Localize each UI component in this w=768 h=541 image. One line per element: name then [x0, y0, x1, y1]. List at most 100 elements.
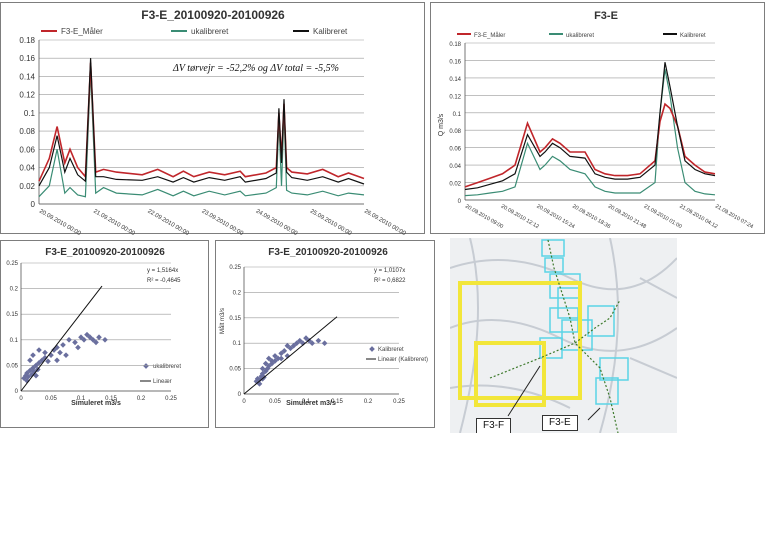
- x-tick-label: 20.09.2010 18:36: [571, 204, 611, 231]
- legend-scatter: Kalibreret: [378, 347, 404, 353]
- chart-title: F3-E_20100920-20100926: [45, 247, 165, 258]
- scatter-point: [33, 372, 39, 379]
- x-tick-label: 20.09.2010 09:00: [464, 204, 504, 231]
- legend-uncalibrated: ukalibreret: [191, 27, 229, 36]
- y-tick-label: 0.1: [233, 341, 242, 347]
- chart-title: F3-E: [594, 10, 618, 22]
- x-tick-label: 0: [242, 399, 246, 405]
- y-tick-label: 0.04: [19, 164, 35, 173]
- x-tick-label: 23.09.2010 00:00: [201, 209, 245, 235]
- y-tick-label: 0.05: [6, 363, 18, 369]
- catchment-boxes: [539, 239, 629, 405]
- y-tick-label: 0.2: [10, 287, 19, 293]
- scatter-point: [81, 336, 87, 343]
- y-tick-label: 0.14: [19, 72, 35, 81]
- x-tick-label: 21.09.2010 07:24: [714, 204, 754, 231]
- y-tick-label: 0.04: [449, 164, 461, 170]
- scatter-point: [66, 336, 72, 343]
- x-tick-label: 26.09.2010 00:00: [363, 209, 407, 235]
- x-tick-label: 0.05: [269, 399, 281, 405]
- y-tick-label: 0.08: [449, 129, 461, 135]
- y-tick-label: 0.15: [229, 316, 241, 322]
- x-tick-label: 0: [19, 396, 23, 402]
- series-line-uncalibrated: [38, 71, 365, 198]
- series-line-measured: [464, 102, 716, 188]
- timeseries-plot-main: F3-E_20100920-20100926 F3-E_Måler ukalib…: [19, 8, 407, 235]
- volume-annotation: ΔV tørvejr = -52,2% og ΔV total = -5,5%: [172, 63, 339, 74]
- scatter-point: [281, 347, 288, 354]
- chart-title: F3-E_20100920-20100926: [141, 8, 285, 22]
- scatter-point: [102, 336, 108, 343]
- y-tick-label: 0.16: [19, 54, 35, 63]
- scatter-point: [30, 352, 36, 358]
- legend-measured: F3-E_Måler: [474, 32, 505, 39]
- scatter-point: [60, 342, 66, 348]
- x-tick-label: 0.25: [393, 399, 405, 405]
- y-tick-label: 0.1: [10, 338, 19, 344]
- y-axis-label: Q m3/s: [438, 113, 445, 136]
- legend-calibrated: Kalibreret: [680, 33, 706, 39]
- trend-equation: y = 1,5164x: [147, 268, 178, 274]
- series-line-measured: [38, 62, 365, 182]
- x-tick-label: 21.09.2010 01:00: [643, 204, 683, 231]
- trend-line: [20, 285, 103, 392]
- x-tick-label: 20.09.2010 12:12: [500, 204, 540, 231]
- x-tick-label: 0.1: [77, 396, 86, 402]
- map-label-f3e: F3-E: [542, 415, 578, 431]
- x-tick-label: 24.09.2010 00:00: [255, 209, 299, 235]
- map-label-f3f: F3-F: [476, 418, 512, 433]
- chart-title: F3-E_20100920-20100926: [268, 247, 388, 258]
- x-tick-label: 0.2: [137, 396, 146, 402]
- x-tick-label: 20.09.2010 21:48: [607, 204, 647, 231]
- scatter-point: [57, 349, 63, 356]
- y-tick-label: 0.08: [19, 127, 35, 136]
- scatter-point: [72, 339, 78, 346]
- scatter-point: [63, 352, 69, 358]
- y-tick-label: 0.16: [449, 59, 461, 65]
- y-axis-label: Målt m3/s: [219, 308, 226, 334]
- y-tick-label: 0: [238, 392, 242, 398]
- trend-equation: y = 1,0107x: [374, 268, 405, 274]
- y-tick-label: 0: [31, 200, 36, 209]
- map-graphic: [450, 238, 677, 433]
- leader-line-f3e: [587, 407, 601, 421]
- x-tick-label: 20.09.2010 00:00: [38, 209, 82, 235]
- y-tick-label: 0.02: [19, 182, 35, 191]
- legend-trend: Lineær: [153, 379, 172, 385]
- legend-swatch-scatter: [143, 363, 149, 369]
- y-tick-label: 0.05: [229, 367, 241, 373]
- timeseries-chart-zoom: F3-E F3-E_Måler ukalibreret Kalibreret Q…: [430, 2, 765, 234]
- x-tick-label: 0.05: [45, 396, 57, 402]
- y-tick-label: 0.14: [449, 77, 461, 83]
- y-tick-label: 0.15: [6, 312, 18, 318]
- leader-line-f3f: [507, 365, 541, 417]
- scatter-point: [96, 334, 102, 341]
- scatter-point: [278, 355, 285, 362]
- y-tick-label: 0.1: [24, 109, 36, 118]
- y-tick-label: 0.1: [453, 112, 462, 118]
- x-tick-label: 22.09.2010 00:00: [146, 209, 190, 235]
- trend-line: [243, 316, 338, 395]
- x-tick-label: 0.25: [165, 396, 177, 402]
- x-tick-label: 0.1: [302, 399, 311, 405]
- scatter-plot-calibrated: F3-E_20100920-20100926 y = 1,0107x R² = …: [219, 247, 428, 407]
- scatter-point: [321, 340, 328, 347]
- scatter-point: [315, 337, 322, 344]
- x-tick-label: 0.15: [105, 396, 117, 402]
- legend-measured: F3-E_Måler: [61, 27, 103, 36]
- scatter-point: [42, 349, 48, 356]
- legend-uncalibrated: ukalibreret: [566, 33, 594, 39]
- x-tick-label: 21.09.2010 04:12: [678, 204, 718, 231]
- y-tick-label: 0.18: [449, 42, 461, 48]
- y-tick-label: 0.12: [449, 94, 461, 100]
- y-tick-label: 0.06: [449, 147, 461, 153]
- scatter-chart-uncalibrated: F3-E_20100920-20100926 y = 1,5164x R² = …: [0, 240, 209, 428]
- x-axis-label: Simuleret m3/s: [71, 400, 121, 407]
- legend: F3-E_Måler ukalibreret Kalibreret: [457, 32, 706, 39]
- scatter-point: [27, 357, 33, 364]
- x-tick-label: 0.15: [331, 399, 343, 405]
- scatter-point: [300, 340, 306, 347]
- x-tick-label: 25.09.2010 00:00: [309, 209, 353, 235]
- y-tick-label: 0.06: [19, 145, 35, 154]
- legend-swatch-scatter: [369, 346, 375, 352]
